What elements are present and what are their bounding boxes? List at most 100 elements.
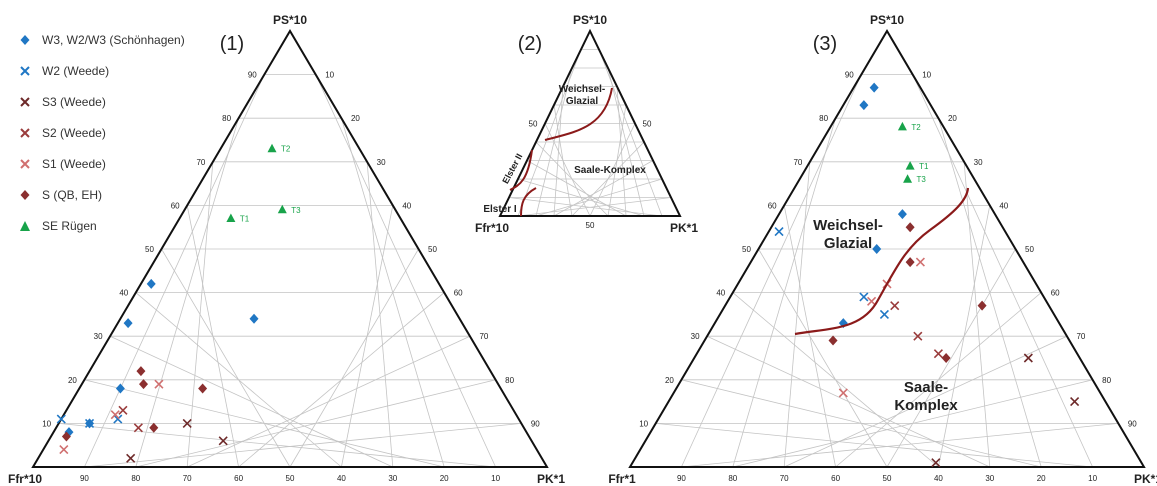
tick-label-ps: 10 — [639, 419, 648, 428]
data-point-triangle — [903, 174, 913, 183]
tick-label-right: 30 — [377, 158, 386, 167]
grid-line — [526, 160, 627, 217]
tick-label-bottom: 40 — [337, 474, 346, 483]
data-point-cross — [867, 296, 877, 306]
data-point-triangle — [277, 204, 287, 214]
tick-label-bottom: 10 — [491, 474, 500, 483]
data-point-cross — [890, 301, 900, 311]
tick-label-right: 70 — [479, 332, 488, 341]
data-point-cross — [774, 226, 784, 237]
legend-label: S2 (Weede) — [42, 125, 106, 140]
ternary-panel-1: PS*10 Ffr*10 PK*1 (1) 10 10 10 20 20 20 30 30 30 40 40… — [8, 13, 565, 486]
point-label: T2 — [281, 145, 291, 154]
point-label: T3 — [917, 175, 927, 184]
field-label: Weichsel- — [813, 217, 883, 234]
triangle-outline — [31, 29, 549, 468]
data-point-diamond — [859, 100, 869, 111]
tick-label-ps: 70 — [793, 158, 802, 167]
legend: W3, W2/W3 (Schönhagen) W2 (Weede) S3 (We… — [18, 24, 185, 241]
tick-label-right: 10 — [922, 71, 931, 80]
grid-line — [289, 248, 419, 468]
legend-label: S1 (Weede) — [42, 156, 106, 171]
tick-label-right: 90 — [531, 419, 540, 428]
data-point-diamond — [872, 244, 882, 254]
legend-item: W2 (Weede) — [18, 55, 185, 86]
data-point-diamond — [905, 222, 915, 233]
data-point-cross — [56, 414, 66, 424]
panel-label: (3) — [813, 33, 837, 55]
legend-marker-cross-icon — [18, 157, 42, 171]
data-point-cross — [218, 436, 228, 446]
data-point-cross — [931, 458, 941, 468]
apex-label-top: PS*10 — [273, 13, 307, 27]
tick-label-ps: 40 — [119, 289, 128, 298]
data-point-cross — [915, 257, 925, 267]
apex-label-left: Ffr*1 — [608, 472, 636, 486]
tick-label-right: 40 — [402, 201, 411, 210]
field-boundary — [794, 187, 970, 336]
data-point-cross — [1070, 397, 1080, 407]
tick-label-right: 20 — [948, 114, 957, 123]
field-label: Glazial — [566, 96, 598, 107]
grid-line — [109, 335, 393, 468]
data-point-cross — [913, 331, 923, 341]
point-label: T3 — [291, 206, 301, 215]
data-point-triangle — [905, 161, 915, 170]
data-point-cross — [113, 414, 123, 424]
field-label: Glazial — [824, 235, 872, 252]
data-point-triangle — [226, 213, 236, 222]
data-point-diamond — [897, 209, 907, 220]
grid-line — [135, 379, 496, 468]
tick-label-bottom: 90 — [677, 474, 686, 483]
tick-label-ps: 50 — [742, 245, 751, 254]
data-point-diamond — [136, 366, 146, 377]
tick-label-ps: 90 — [248, 71, 257, 80]
tick-label-right: 90 — [1128, 419, 1137, 428]
data-point-diamond — [977, 300, 987, 311]
data-point-diamond — [198, 383, 208, 394]
grid-line — [571, 141, 645, 217]
data-point-cross — [838, 388, 848, 398]
grid-line — [553, 160, 654, 217]
tick-label-ps: 80 — [222, 114, 231, 123]
data-point-triangle — [897, 121, 907, 131]
legend-marker-triangle-icon — [18, 219, 42, 233]
tick-label-ps: 60 — [768, 201, 777, 210]
grid-line — [135, 292, 342, 468]
field-boundary — [544, 87, 613, 141]
triangle-outline — [498, 28, 682, 217]
ternary-panel-3: PS*10 Ffr*1 PK*1 (3) 10 10 10 20 20 20 30 30 30 40 40 4… — [608, 13, 1157, 486]
diamond-marker — [20, 34, 30, 45]
tick-label-bottom: 10 — [1088, 474, 1097, 483]
legend-marker-cross-icon — [18, 64, 42, 78]
legend-item: S1 (Weede) — [18, 148, 185, 179]
grid-line — [732, 379, 1093, 468]
grid-line — [517, 197, 672, 217]
tick-label-right: 80 — [505, 376, 514, 385]
tick-label-ps: 80 — [819, 114, 828, 123]
legend-item: S3 (Weede) — [18, 86, 185, 117]
tick-label-bottom: 20 — [1037, 474, 1046, 483]
apex-label-right: PK*1 — [537, 472, 565, 486]
tick-label-bottom: 50 — [586, 221, 595, 230]
diamond-marker — [20, 189, 30, 200]
field-label: Elster I — [483, 204, 517, 215]
data-point-diamond — [61, 431, 71, 442]
tick-label-right: 30 — [974, 158, 983, 167]
legend-item: S2 (Weede) — [18, 117, 185, 148]
data-point-cross — [110, 410, 120, 420]
grid-line — [732, 292, 939, 468]
field-label: Saale- — [904, 379, 948, 396]
data-point-cross — [879, 309, 889, 319]
tick-label-ps: 70 — [196, 158, 205, 167]
point-label: T2 — [911, 123, 921, 132]
legend-marker-cross-icon — [18, 126, 42, 140]
point-label: T1 — [240, 214, 250, 223]
tick-label-bottom: 70 — [780, 474, 789, 483]
tick-label-ps: 40 — [716, 289, 725, 298]
grid-line — [517, 178, 645, 217]
data-point-cross — [126, 453, 136, 463]
grid-line — [84, 379, 445, 468]
data-point-diamond — [149, 422, 159, 433]
